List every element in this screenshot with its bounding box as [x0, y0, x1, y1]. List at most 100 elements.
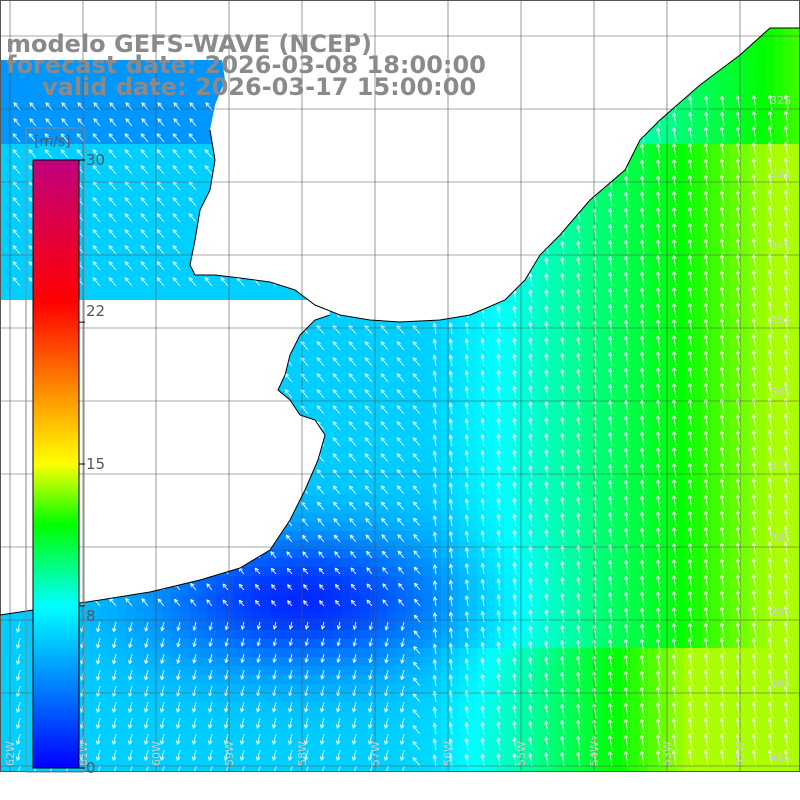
- wind-cell: [549, 288, 559, 298]
- wind-cell: [621, 180, 631, 190]
- wind-cell: [414, 324, 424, 334]
- wind-cell: [486, 351, 496, 361]
- wind-cell: [765, 126, 775, 136]
- wind-cell: [504, 324, 514, 334]
- wind-cell: [720, 261, 730, 271]
- wind-cell: [747, 90, 757, 100]
- wind-cell: [693, 441, 703, 451]
- wind-cell: [549, 441, 559, 451]
- wind-cell: [108, 180, 118, 190]
- wind-cell: [99, 108, 109, 118]
- wind-cell: [144, 261, 154, 271]
- wind-cell: [774, 261, 784, 271]
- wind-cell: [612, 261, 622, 271]
- wind-cell: [81, 216, 91, 226]
- wind-cell: [648, 342, 658, 352]
- wind-cell: [0, 153, 10, 163]
- wind-cell: [378, 495, 388, 505]
- wind-cell: [729, 63, 739, 73]
- wind-cell: [486, 306, 496, 316]
- wind-cell: [189, 270, 199, 280]
- wind-cell: [720, 378, 730, 388]
- wind-cell: [369, 342, 379, 352]
- wind-cell: [342, 450, 352, 460]
- wind-cell: [765, 306, 775, 316]
- wind-cell: [666, 333, 676, 343]
- wind-cell: [90, 126, 100, 136]
- wind-cell: [549, 432, 559, 442]
- wind-cell: [126, 288, 136, 298]
- wind-cell: [585, 351, 595, 361]
- wind-cell: [369, 495, 379, 505]
- wind-cell: [666, 342, 676, 352]
- wind-cell: [648, 252, 658, 262]
- wind-cell: [603, 324, 613, 334]
- wind-cell: [90, 216, 100, 226]
- wind-cell: [585, 198, 595, 208]
- wind-cell: [756, 423, 766, 433]
- wind-cell: [792, 423, 800, 433]
- wind-cell: [783, 495, 793, 505]
- wind-cell: [765, 54, 775, 64]
- wind-cell: [126, 153, 136, 163]
- wind-cell: [702, 261, 712, 271]
- wind-cell: [315, 369, 325, 379]
- wind-cell: [342, 495, 352, 505]
- wind-cell: [738, 243, 748, 253]
- wind-cell: [324, 369, 334, 379]
- wind-cell: [675, 378, 685, 388]
- wind-cell: [792, 63, 800, 73]
- wind-cell: [450, 432, 460, 442]
- wind-cell: [666, 405, 676, 415]
- wind-cell: [621, 378, 631, 388]
- wind-cell: [657, 225, 667, 235]
- wind-cell: [522, 306, 532, 316]
- wind-cell: [792, 198, 800, 208]
- wind-cell: [396, 432, 406, 442]
- wind-cell: [207, 108, 217, 118]
- wind-cell: [756, 153, 766, 163]
- wind-cell: [495, 495, 505, 505]
- wind-cell: [738, 333, 748, 343]
- wind-cell: [27, 108, 37, 118]
- wind-cell: [531, 270, 541, 280]
- wind-cell: [594, 432, 604, 442]
- wind-cell: [144, 171, 154, 181]
- wind-cell: [27, 261, 37, 271]
- wind-cell: [513, 342, 523, 352]
- wind-cell: [684, 279, 694, 289]
- wind-cell: [585, 468, 595, 478]
- wind-cell: [162, 144, 172, 154]
- wind-cell: [765, 198, 775, 208]
- wind-cell: [729, 369, 739, 379]
- wind-cell: [153, 279, 163, 289]
- wind-cell: [711, 216, 721, 226]
- wind-cell: [783, 189, 793, 199]
- wind-cell: [774, 387, 784, 397]
- wind-cell: [432, 450, 442, 460]
- wind-cell: [756, 252, 766, 262]
- wind-cell: [468, 495, 478, 505]
- wind-cell: [117, 153, 127, 163]
- wind-cell: [126, 225, 136, 235]
- wind-cell: [441, 351, 451, 361]
- wind-cell: [450, 450, 460, 460]
- wind-cell: [792, 27, 800, 37]
- wind-cell: [18, 207, 28, 217]
- wind-cell: [765, 45, 775, 55]
- wind-cell: [18, 153, 28, 163]
- wind-cell: [378, 342, 388, 352]
- wind-cell: [720, 360, 730, 370]
- wind-cell: [738, 144, 748, 154]
- wind-cell: [729, 342, 739, 352]
- wind-cell: [594, 306, 604, 316]
- wind-cell: [108, 189, 118, 199]
- wind-cell: [684, 117, 694, 127]
- wind-cell: [144, 117, 154, 127]
- wind-cell: [351, 351, 361, 361]
- wind-cell: [99, 189, 109, 199]
- wind-cell: [117, 63, 127, 73]
- wind-cell: [441, 477, 451, 487]
- wind-cell: [36, 99, 46, 109]
- wind-cell: [9, 72, 19, 82]
